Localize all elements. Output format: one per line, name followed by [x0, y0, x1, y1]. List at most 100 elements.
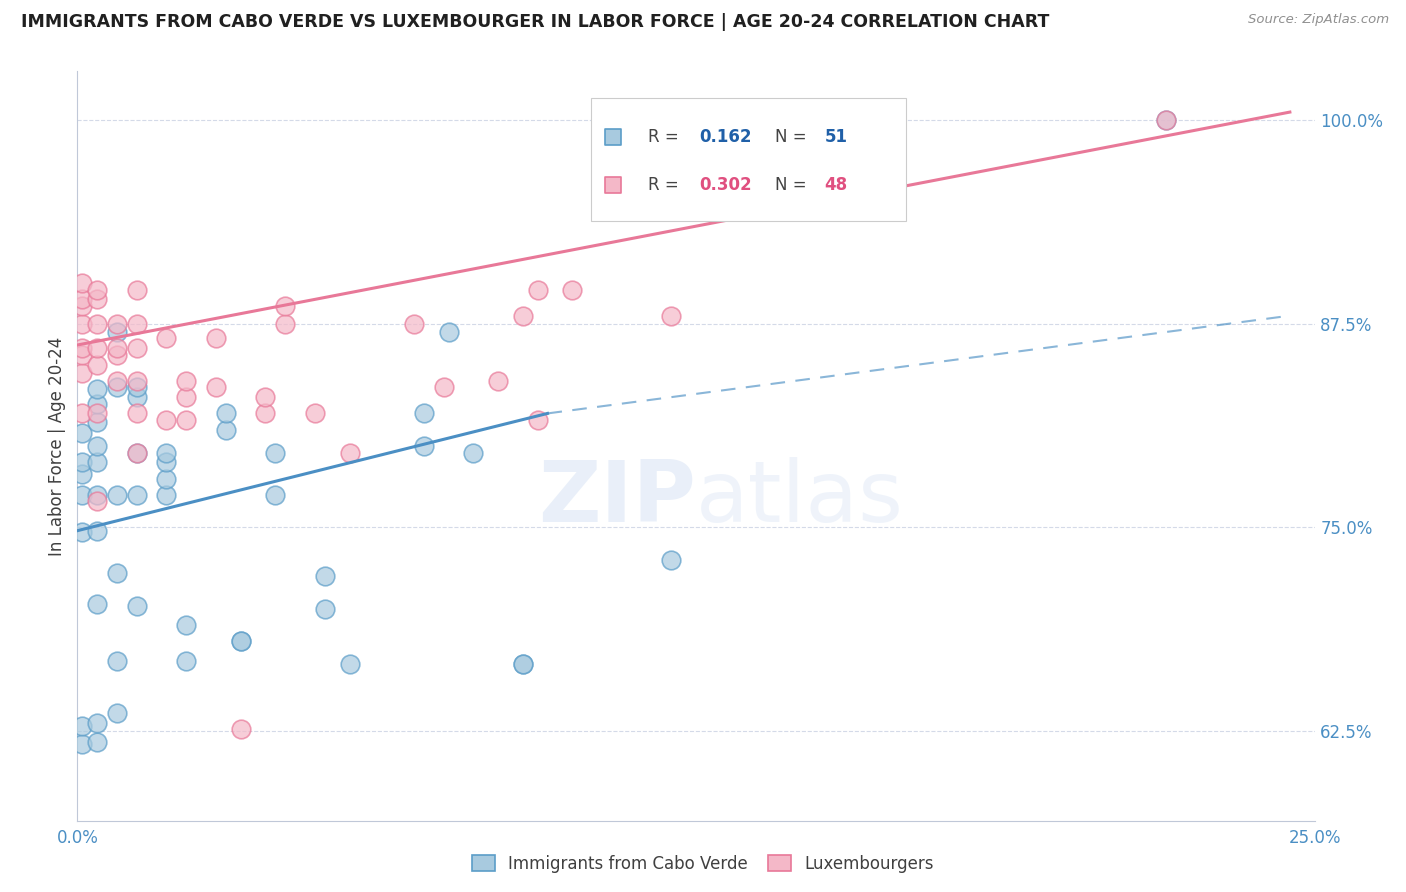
- Text: 0.162: 0.162: [700, 128, 752, 146]
- Point: [155, 445, 177, 459]
- Point: [659, 309, 682, 323]
- Point: [1154, 113, 1177, 128]
- Point: [72, 737, 94, 751]
- Point: [229, 634, 252, 648]
- Point: [72, 276, 94, 290]
- Point: [304, 406, 326, 420]
- Point: [1154, 113, 1177, 128]
- Point: [125, 341, 148, 355]
- Text: R =: R =: [648, 177, 683, 194]
- Point: [274, 317, 297, 331]
- Point: [72, 467, 94, 481]
- Point: [205, 331, 228, 345]
- Point: [155, 488, 177, 502]
- Point: [174, 374, 197, 388]
- Text: IMMIGRANTS FROM CABO VERDE VS LUXEMBOURGER IN LABOR FORCE | AGE 20-24 CORRELATIO: IMMIGRANTS FROM CABO VERDE VS LUXEMBOURG…: [21, 13, 1049, 31]
- Point: [72, 525, 94, 540]
- Point: [86, 597, 108, 611]
- Point: [264, 488, 287, 502]
- Text: Source: ZipAtlas.com: Source: ZipAtlas.com: [1249, 13, 1389, 27]
- Point: [174, 413, 197, 427]
- Point: [437, 325, 460, 339]
- Point: [86, 494, 108, 508]
- Point: [105, 317, 128, 331]
- Point: [105, 374, 128, 388]
- Point: [412, 439, 434, 453]
- Point: [72, 366, 94, 380]
- Point: [314, 602, 336, 616]
- Point: [174, 618, 197, 632]
- Point: [72, 425, 94, 440]
- Point: [274, 299, 297, 313]
- Point: [105, 348, 128, 362]
- Point: [512, 657, 534, 672]
- Text: 0.302: 0.302: [700, 177, 752, 194]
- Point: [86, 358, 108, 372]
- Point: [72, 341, 94, 355]
- Point: [512, 657, 534, 672]
- Point: [86, 293, 108, 307]
- Point: [105, 566, 128, 580]
- Point: [105, 706, 128, 720]
- Point: [105, 654, 128, 668]
- Point: [155, 472, 177, 486]
- Point: [86, 341, 108, 355]
- Point: [72, 719, 94, 733]
- Point: [86, 715, 108, 730]
- Y-axis label: In Labor Force | Age 20-24: In Labor Force | Age 20-24: [48, 336, 66, 556]
- Text: 51: 51: [825, 128, 848, 146]
- Point: [86, 524, 108, 538]
- Point: [125, 445, 148, 459]
- Text: R =: R =: [648, 128, 683, 146]
- Point: [463, 445, 485, 459]
- Point: [105, 325, 128, 339]
- Point: [512, 309, 534, 323]
- Point: [402, 317, 425, 331]
- Point: [86, 317, 108, 331]
- Point: [125, 488, 148, 502]
- Text: atlas: atlas: [696, 457, 904, 540]
- Point: [125, 406, 148, 420]
- Point: [314, 569, 336, 583]
- Point: [205, 380, 228, 394]
- Point: [72, 293, 94, 307]
- Point: [561, 283, 583, 297]
- Point: [215, 406, 238, 420]
- Text: 48: 48: [825, 177, 848, 194]
- Point: [264, 445, 287, 459]
- Point: [86, 406, 108, 420]
- Text: ZIP: ZIP: [538, 457, 696, 540]
- Point: [254, 390, 277, 404]
- Legend: Immigrants from Cabo Verde, Luxembourgers: Immigrants from Cabo Verde, Luxembourger…: [465, 848, 941, 880]
- Point: [72, 406, 94, 420]
- Point: [86, 735, 108, 749]
- Point: [526, 413, 548, 427]
- Point: [86, 415, 108, 429]
- Point: [155, 413, 177, 427]
- FancyBboxPatch shape: [591, 97, 907, 221]
- Point: [86, 455, 108, 469]
- Point: [125, 445, 148, 459]
- Point: [174, 654, 197, 668]
- Point: [105, 380, 128, 394]
- Point: [486, 374, 509, 388]
- Point: [86, 382, 108, 396]
- Text: N =: N =: [775, 128, 813, 146]
- Point: [659, 553, 682, 567]
- Point: [526, 283, 548, 297]
- Point: [125, 390, 148, 404]
- Point: [174, 390, 197, 404]
- Point: [72, 299, 94, 313]
- Point: [155, 455, 177, 469]
- Point: [125, 374, 148, 388]
- Point: [86, 397, 108, 411]
- Point: [72, 488, 94, 502]
- Point: [339, 657, 361, 672]
- Point: [86, 283, 108, 297]
- Point: [86, 439, 108, 453]
- Point: [432, 380, 454, 394]
- Point: [72, 348, 94, 362]
- Point: [229, 634, 252, 648]
- Point: [254, 406, 277, 420]
- Point: [229, 723, 252, 737]
